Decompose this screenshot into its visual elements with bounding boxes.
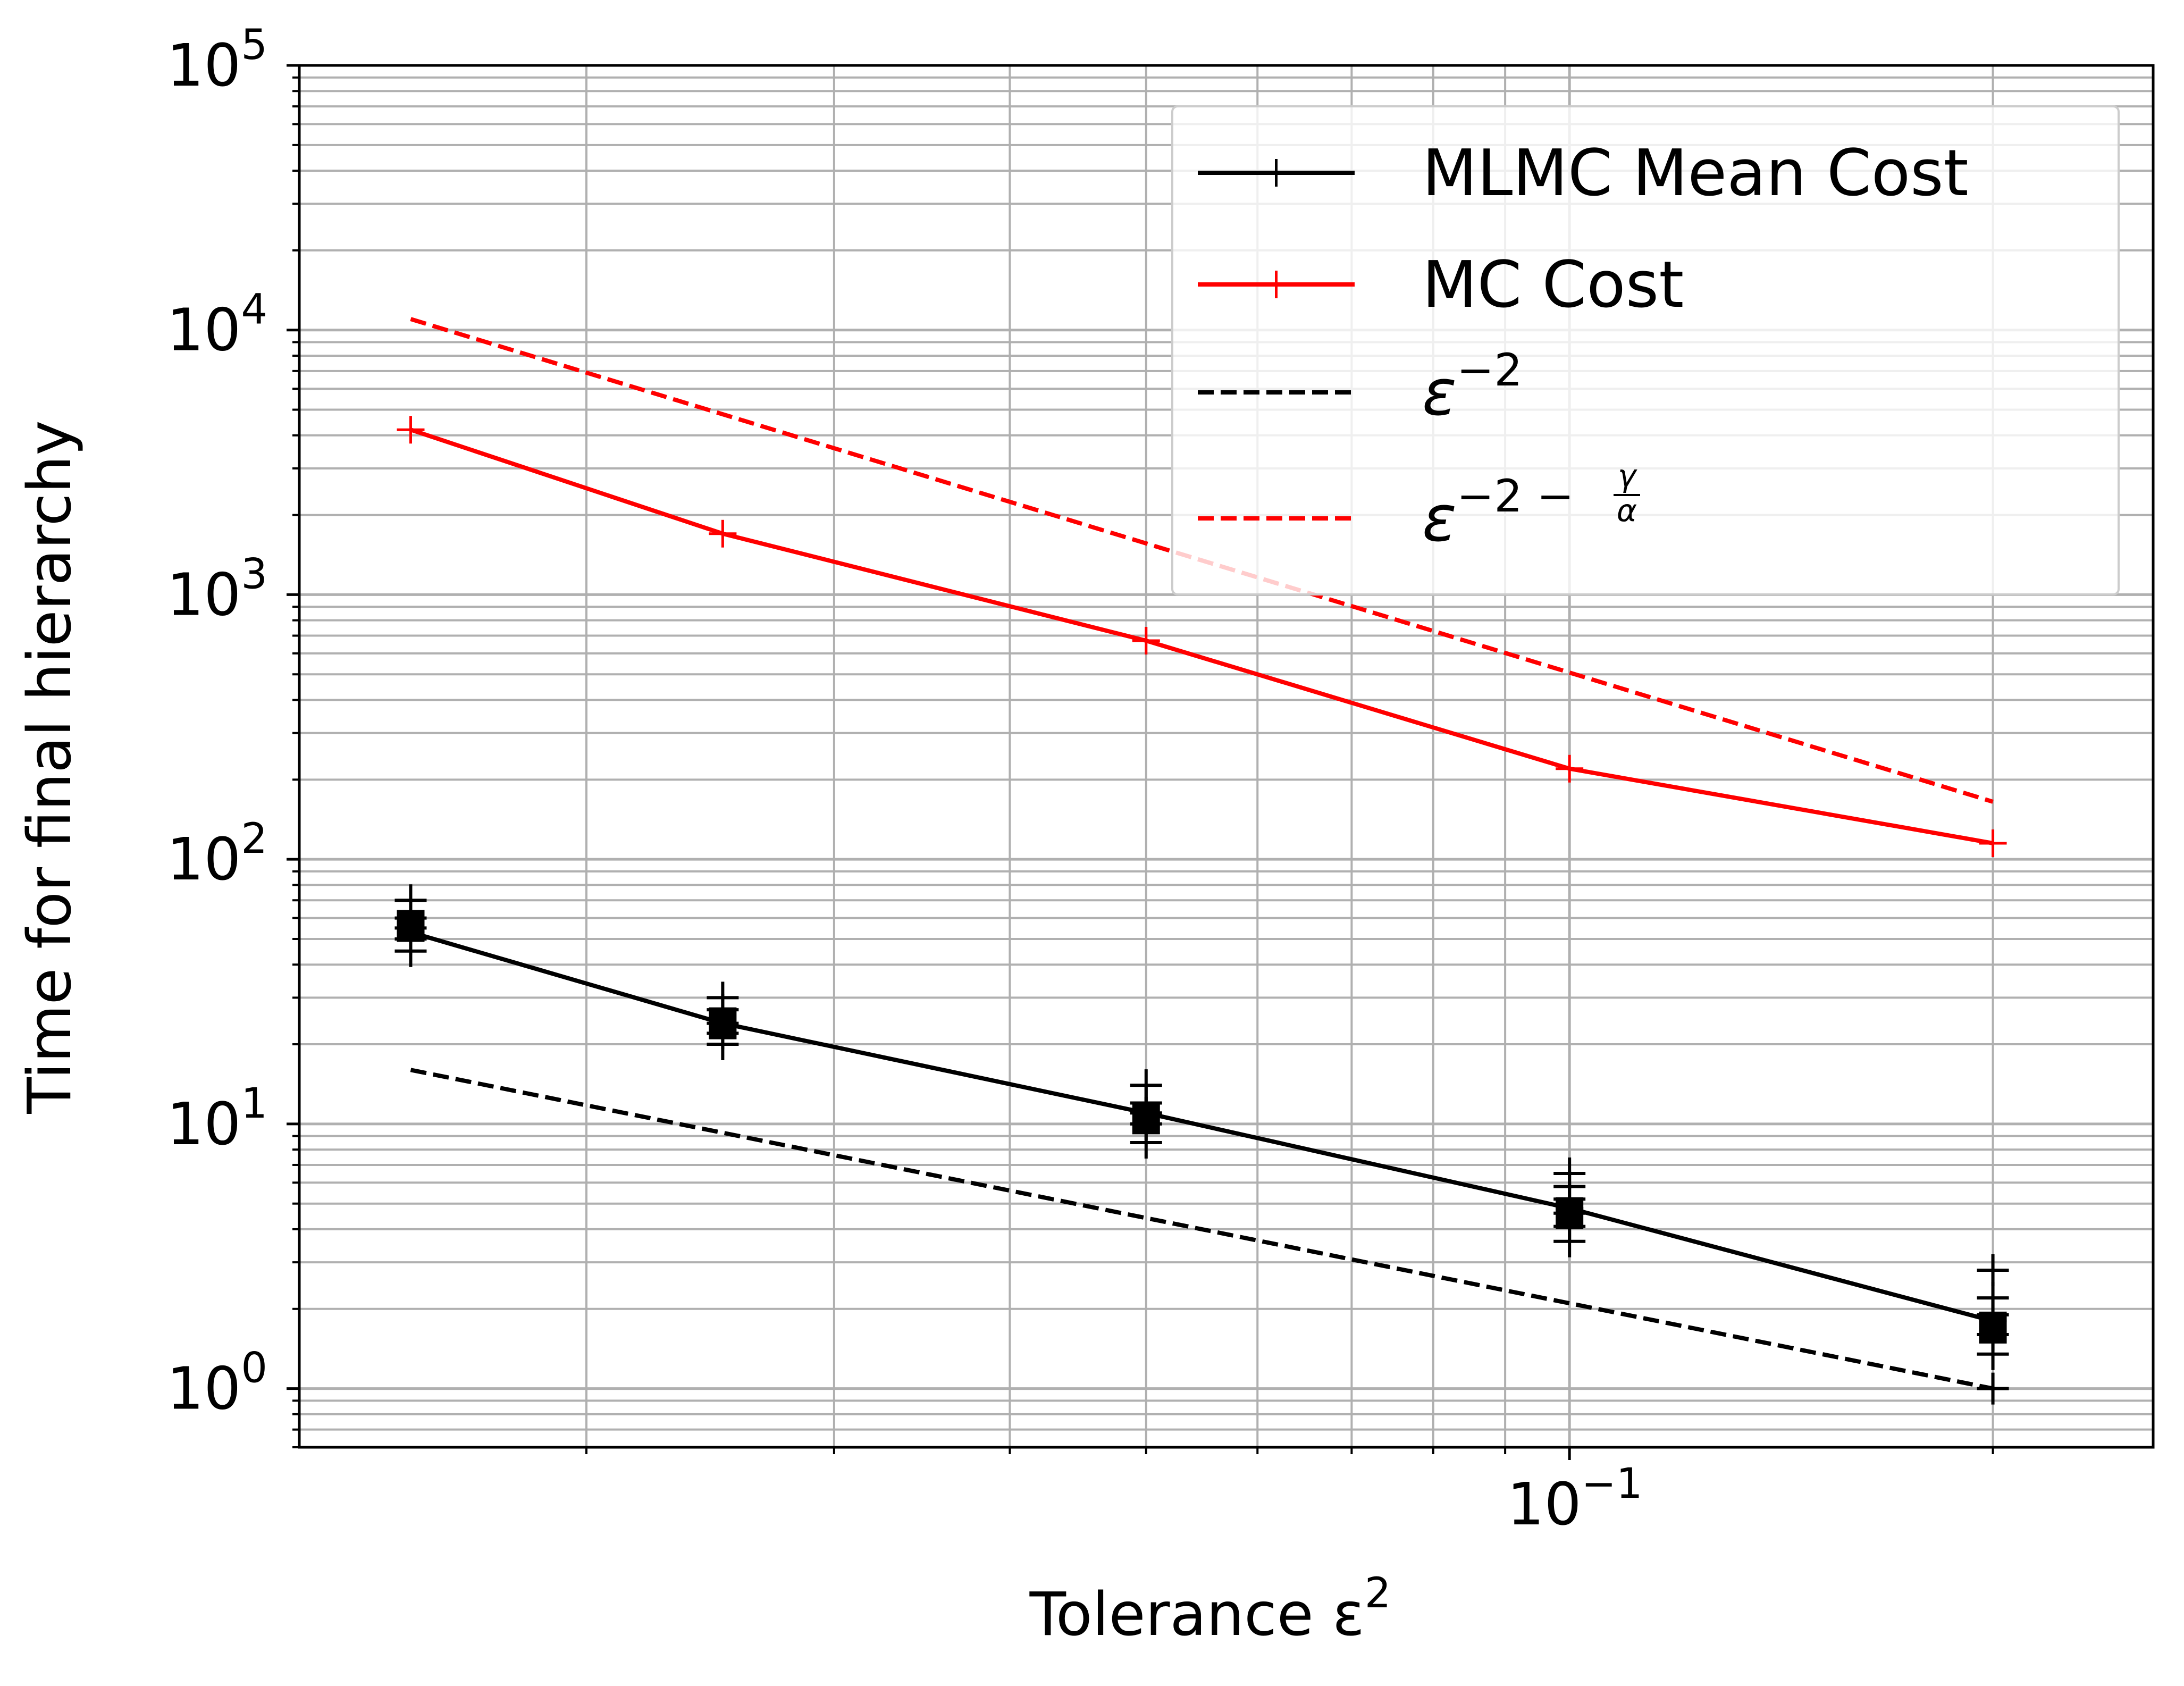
y-tick-label: 103 [166, 550, 267, 628]
series-line-2 [410, 1068, 1994, 1391]
series-2 [410, 1068, 1994, 1391]
legend-label-eps-gamma: ε−2 − [1422, 470, 1574, 556]
legend-label-eps-2: ε−2 [1422, 344, 1523, 430]
series-marker [1556, 754, 1584, 783]
x-axis-label-text: Tolerance ε [1029, 1580, 1365, 1649]
legend-label-eps-2-base: ε [1422, 356, 1457, 430]
legend-label-mlmc: MLMC Mean Cost [1422, 137, 1969, 211]
series-marker [397, 416, 425, 444]
y-tick-label-base: 10 [166, 1355, 241, 1423]
x-tick-label: 10−1 [1507, 1460, 1643, 1538]
legend-entry-mlmc: MLMC Mean Cost [1198, 137, 1969, 211]
legend-frac-num: γ [1618, 458, 1637, 494]
legend-box [1171, 105, 2120, 595]
series-scatter-point [1977, 1254, 2009, 1287]
legend-label-eps-gamma-base: ε [1422, 482, 1457, 556]
y-tick-label: 102 [166, 815, 267, 893]
series-marker [1132, 627, 1160, 655]
series-marker [397, 918, 425, 946]
y-tick-label-base: 10 [166, 31, 241, 99]
legend-entry-mc: MC Cost [1198, 248, 1684, 322]
series-marker [1979, 829, 2007, 857]
series-marker [1556, 1194, 1584, 1222]
x-axis-label-sup: 2 [1365, 1570, 1391, 1617]
y-tick-label-base: 10 [166, 825, 241, 893]
legend: MLMC Mean Cost MC Cost ε−2 ε−2 − γ α [1171, 105, 2120, 595]
y-tick-label: 100 [166, 1345, 267, 1423]
series-marker [709, 519, 737, 548]
series-marker [709, 1009, 737, 1037]
x-tick-label-base: 10 [1507, 1470, 1582, 1538]
x-axis-label: Tolerance ε2 [1029, 1570, 1391, 1649]
legend-entry-eps-gamma: ε−2 − γ α [1198, 458, 1640, 556]
tick-marks [287, 64, 1994, 1460]
y-tick-label: 101 [166, 1080, 267, 1158]
legend-frac-den: α [1617, 492, 1637, 529]
y-tick-label-exp: 5 [241, 21, 267, 69]
series-layer [394, 317, 2009, 1405]
y-tick-label-exp: 1 [241, 1080, 267, 1128]
series-0 [394, 884, 2009, 1405]
y-tick-label-base: 10 [166, 1090, 241, 1158]
y-tick-label-exp: 2 [241, 815, 267, 863]
y-tick-label-exp: 3 [241, 550, 267, 598]
y-tick-label-exp: 0 [241, 1345, 267, 1393]
y-tick-label: 105 [166, 21, 267, 99]
y-tick-label: 104 [166, 286, 267, 364]
legend-marker-mlmc [1262, 159, 1290, 187]
series-marker [1979, 1307, 2007, 1335]
y-tick-label-exp: 4 [241, 286, 267, 334]
y-tick-label-base: 10 [166, 560, 241, 628]
series-marker [1132, 1099, 1160, 1127]
legend-label-eps-2-sup: −2 [1457, 344, 1523, 396]
series-1 [397, 416, 2007, 857]
x-tick-label-exp: −1 [1582, 1460, 1643, 1508]
legend-marker-mc [1262, 271, 1290, 298]
legend-label-eps-gamma-sup: −2 − [1457, 470, 1574, 522]
y-axis-label: Time for final hierarchy [15, 420, 85, 1114]
y-tick-label-base: 10 [166, 296, 241, 364]
series-scatter-point [1553, 1225, 1586, 1257]
legend-label-mc: MC Cost [1422, 248, 1684, 322]
plot-frame [298, 64, 2155, 1449]
legend-entry-eps-2: ε−2 [1198, 344, 1523, 430]
